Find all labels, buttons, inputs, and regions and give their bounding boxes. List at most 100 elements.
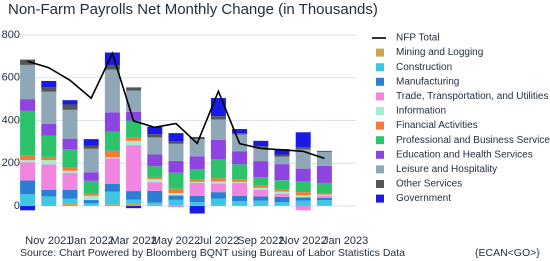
bar-segment [189, 136, 205, 140]
bar-segment [274, 164, 290, 181]
bar-segment [62, 138, 78, 150]
y-tick-label: 0 [14, 200, 20, 212]
bar-segment [274, 156, 290, 165]
legend-swatch [376, 165, 384, 174]
bar-segment [316, 182, 332, 194]
bar-segment [62, 170, 78, 173]
bar-segment [210, 192, 226, 199]
bar-segment [316, 165, 332, 183]
bar-segment [126, 206, 142, 209]
bar-segment [316, 193, 332, 195]
bar-segment [316, 151, 332, 166]
bar-segment [232, 195, 248, 202]
bar-segment [126, 137, 142, 141]
legend-label: Other Services [396, 179, 462, 190]
bar-segment [147, 190, 163, 203]
bar-segment [20, 99, 36, 111]
bar-segment [104, 157, 120, 159]
bar-segment [62, 109, 78, 139]
bar-segment [168, 133, 184, 142]
bar-segment [168, 172, 184, 189]
bar-segment [20, 206, 36, 211]
bar-segment [41, 123, 57, 136]
bar-segment [232, 179, 248, 182]
bar-segment [104, 184, 120, 192]
bar-segment [316, 197, 332, 201]
bar-segment [20, 64, 36, 100]
bar-segment [62, 104, 78, 110]
bar-segment [189, 205, 205, 207]
bar-segment [232, 181, 248, 183]
bar-segment [168, 160, 184, 173]
bar-segment [147, 137, 163, 155]
bar-segment [274, 180, 290, 190]
legend-label: Financial Activities [396, 120, 478, 131]
bar-segment [274, 191, 290, 194]
bar-segment [210, 158, 226, 179]
bar-segment [189, 181, 205, 183]
bar-segment [41, 164, 57, 190]
bar-segment [62, 198, 78, 204]
legend-swatch [376, 136, 384, 145]
legend-swatch [376, 48, 384, 57]
legend-label: Professional and Business Services [396, 135, 550, 146]
bar-segment [41, 80, 57, 88]
bar-segment [20, 59, 36, 65]
tag: {ECAN<GO>} [475, 247, 540, 259]
bar-segment [189, 156, 205, 170]
bar-segment [168, 205, 184, 207]
bar-segment [20, 155, 36, 161]
bar-segment [253, 185, 269, 188]
bar-segment [253, 196, 269, 201]
bar-segment [83, 203, 99, 206]
bar-segment [232, 182, 248, 196]
bar-segment [168, 188, 184, 193]
bar-segment [253, 177, 269, 186]
bar-segment [126, 120, 142, 138]
x-tick-label: May 2022 [152, 235, 200, 247]
bar-segment [83, 139, 99, 146]
y-tick-label: 400 [2, 114, 20, 126]
bar-segment [295, 197, 311, 201]
bar-segment [295, 192, 311, 196]
bar-segment [126, 111, 142, 121]
bar-segment [147, 202, 163, 205]
bar-segment [189, 195, 205, 203]
source: Source: Chart Powered by Bloomberg BQNT … [20, 247, 405, 259]
bar-segment [210, 204, 226, 207]
bar-segment [316, 194, 332, 196]
legend-label: Information [396, 106, 446, 117]
bar-segment [316, 150, 332, 152]
legend-swatch [376, 63, 384, 72]
x-tick-label: Mar 2022 [110, 235, 156, 247]
bar-segment [316, 195, 332, 198]
bar-segment [253, 200, 269, 205]
bar-segment [210, 181, 226, 184]
legend-swatch [376, 92, 384, 101]
bar-segment [274, 193, 290, 197]
total-line [27, 51, 325, 160]
bar-segment [83, 145, 99, 149]
bar-segment [168, 141, 184, 144]
x-tick-label: Nov 2022 [280, 235, 327, 247]
x-tick-label: Jan 2022 [69, 235, 114, 247]
bar-segment [295, 181, 311, 193]
bar-segment [253, 204, 269, 207]
bar-segment [232, 151, 248, 165]
y-tick-label: 600 [2, 72, 20, 84]
x-tick-label: Jan 2023 [323, 235, 368, 247]
bar-segment [168, 195, 184, 200]
bar-segment [295, 200, 311, 205]
bar-segment [168, 199, 184, 206]
bar-segment [210, 198, 226, 205]
bar-segment [253, 140, 269, 147]
bar-segment [295, 206, 311, 211]
bar-segment [147, 134, 163, 138]
bar-segment [104, 65, 120, 70]
bar-segment [83, 180, 99, 194]
bar-segment [147, 176, 163, 180]
legend-swatch [376, 121, 384, 130]
bar-segment [20, 110, 36, 156]
bar-segment [232, 201, 248, 206]
bar-segment [295, 147, 311, 150]
